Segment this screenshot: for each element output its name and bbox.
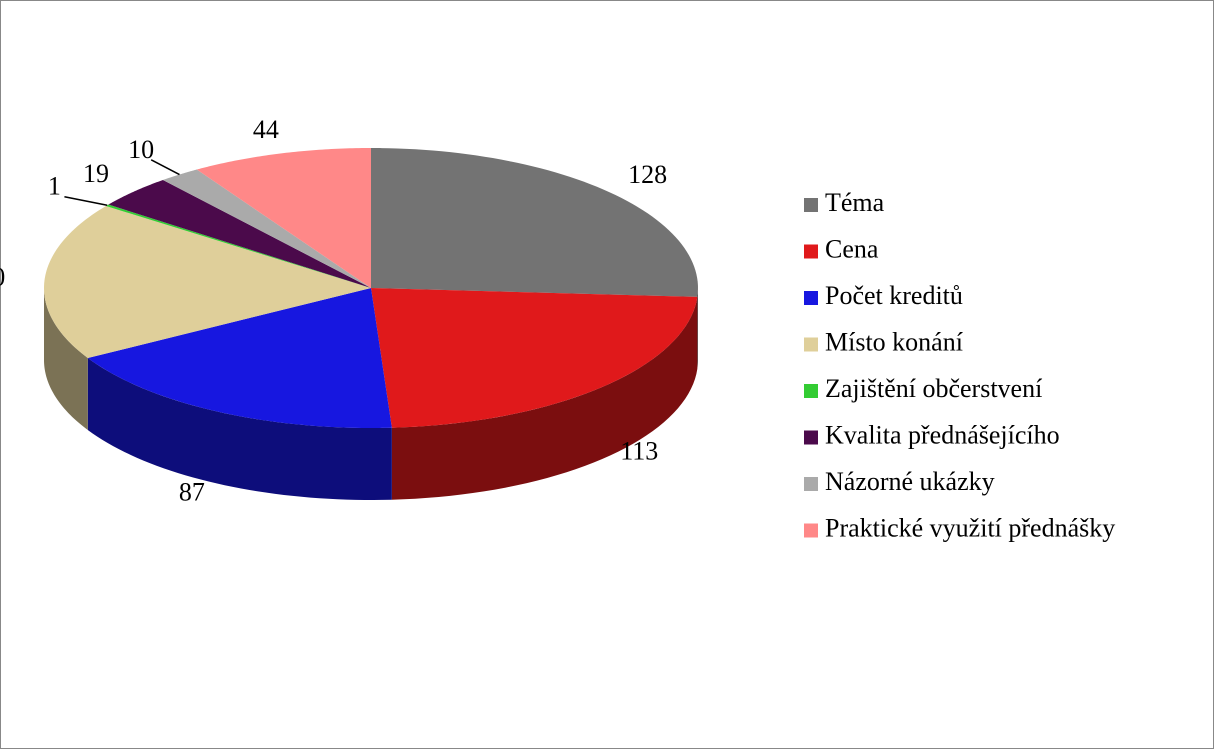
legend-label: Místo konání — [825, 327, 963, 356]
data-label: 113 — [620, 437, 658, 466]
pie-side — [697, 288, 698, 369]
pie-slice — [108, 179, 371, 288]
legend-label: Kvalita přednášejícího — [825, 420, 1060, 449]
legend-label: Názorné ukázky — [825, 467, 995, 496]
legend-swatch — [804, 430, 818, 445]
legend-swatch — [804, 523, 818, 538]
pie-side — [87, 358, 392, 500]
legend-label: Počet kreditů — [825, 281, 963, 310]
pie-slice — [196, 148, 371, 288]
data-label: 10 — [128, 135, 154, 164]
data-label: 19 — [83, 159, 109, 188]
legend-swatch — [804, 198, 818, 212]
legend-swatch — [804, 244, 818, 259]
legend-swatch — [804, 337, 818, 352]
legend-label: Téma — [825, 188, 885, 217]
legend-label: Praktické využití přednášky — [825, 513, 1115, 542]
data-label: 1 — [48, 172, 61, 201]
legend-label: Cena — [825, 234, 879, 263]
pie-slice — [371, 288, 698, 428]
leader-line — [64, 195, 108, 207]
pie-slice — [162, 169, 371, 288]
legend-swatch — [804, 384, 818, 398]
pie-slice — [105, 204, 371, 288]
leader-line — [150, 159, 180, 176]
data-label: 128 — [628, 160, 667, 189]
data-label: 90 — [0, 263, 5, 292]
legend-label: Zajištění občerstvení — [825, 374, 1042, 403]
pie-side — [391, 296, 698, 500]
data-label: 87 — [179, 478, 205, 507]
pie-slice — [44, 205, 372, 358]
pie-slice — [87, 288, 392, 428]
data-label: 44 — [253, 115, 279, 144]
pie-slice — [371, 148, 698, 297]
legend-swatch — [804, 291, 818, 305]
legend-swatch — [804, 477, 818, 491]
pie-side — [44, 288, 88, 430]
